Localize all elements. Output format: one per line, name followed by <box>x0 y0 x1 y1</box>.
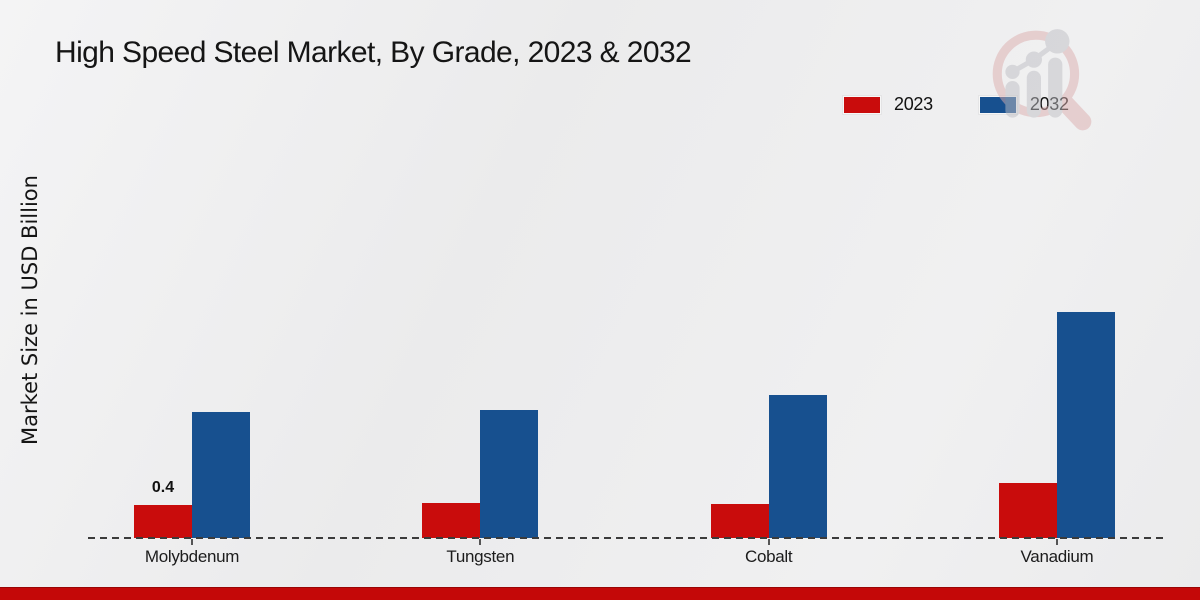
legend-item-2023: 2023 <box>843 94 933 115</box>
bar-2032-tungsten <box>480 410 539 538</box>
bar-2032-cobalt <box>768 395 827 538</box>
bar-2032-vanadium <box>1056 311 1115 538</box>
x-axis-tick <box>479 539 482 545</box>
bar-2032-molybdenum <box>192 411 250 538</box>
x-axis-category-label: Molybdenum <box>144 547 240 566</box>
x-axis-category-label: Tungsten <box>446 547 515 566</box>
bar-2023-vanadium <box>998 482 1057 538</box>
x-axis-category-label: Vanadium <box>1020 547 1094 566</box>
x-axis-tick <box>191 539 193 545</box>
bar-value-label: 0.4 <box>151 479 175 496</box>
bar-2023-tungsten <box>422 503 481 538</box>
x-axis-category-label: Cobalt <box>744 547 793 566</box>
x-axis-tick <box>767 539 770 545</box>
legend-label-2023: 2023 <box>894 94 933 114</box>
chart-title: High Speed Steel Market, By Grade, 2023 … <box>55 36 692 69</box>
legend-swatch-2023-icon <box>843 95 881 114</box>
x-axis-tick <box>1055 539 1058 545</box>
x-axis-baseline <box>88 537 1163 539</box>
footer-brand-bar <box>0 587 1200 600</box>
bar-2023-molybdenum <box>134 505 192 538</box>
magnifier-bar-chart-logo-icon <box>992 29 1092 131</box>
bar-2023-cobalt <box>710 504 769 538</box>
